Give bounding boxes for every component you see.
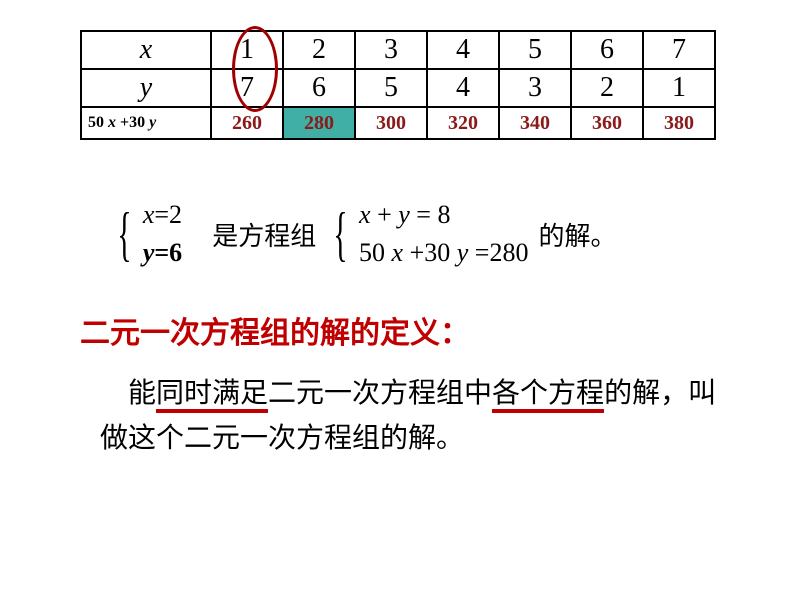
calc-cell-5: 360 bbox=[571, 107, 643, 139]
brace-icon: { bbox=[117, 210, 131, 258]
header-calc: 50 x +30 y bbox=[81, 107, 211, 139]
definition-body: 能同时满足二元一次方程组中各个方程的解，叫做这个二元一次方程组的解。 bbox=[100, 372, 724, 462]
row-x: x 1 2 3 4 5 6 7 bbox=[81, 31, 715, 69]
row-calc: 50 x +30 y 260 280 300 320 340 360 380 bbox=[81, 107, 715, 139]
values-table-wrapper: x 1 2 3 4 5 6 7 y 7 6 5 4 3 2 1 50 x +30… bbox=[80, 30, 724, 140]
middle-text: 是方程组 bbox=[212, 216, 316, 253]
x-cell-4: 5 bbox=[499, 31, 571, 69]
header-y: y bbox=[81, 69, 211, 107]
x-cell-1: 2 bbox=[283, 31, 355, 69]
y-cell-4: 3 bbox=[499, 69, 571, 107]
calc-cell-0: 260 bbox=[211, 107, 283, 139]
definition-title: 二元一次方程组的解的定义： bbox=[80, 308, 724, 352]
y-cell-6: 1 bbox=[643, 69, 715, 107]
x-cell-5: 6 bbox=[571, 31, 643, 69]
y-cell-2: 5 bbox=[355, 69, 427, 107]
equations-row: { x=2 y=6 是方程组 { x + y = 8 50 x +30 y =2… bbox=[110, 200, 724, 268]
y-cell-1: 6 bbox=[283, 69, 355, 107]
calc-cell-3: 320 bbox=[427, 107, 499, 139]
calc-cell-4: 340 bbox=[499, 107, 571, 139]
end-text: 的解。 bbox=[538, 216, 616, 253]
header-x: x bbox=[81, 31, 211, 69]
calc-cell-1: 280 bbox=[283, 107, 355, 139]
values-table: x 1 2 3 4 5 6 7 y 7 6 5 4 3 2 1 50 x +30… bbox=[80, 30, 716, 140]
x-cell-3: 4 bbox=[427, 31, 499, 69]
solution-x: x=2 bbox=[143, 200, 182, 230]
x-cell-6: 7 bbox=[643, 31, 715, 69]
def-part1: 能 bbox=[128, 378, 156, 409]
solution-y: y=6 bbox=[143, 238, 182, 268]
calc-cell-2: 300 bbox=[355, 107, 427, 139]
y-cell-3: 4 bbox=[427, 69, 499, 107]
y-cell-0: 7 bbox=[211, 69, 283, 107]
x-cell-2: 3 bbox=[355, 31, 427, 69]
def-underline1: 同时满足 bbox=[156, 378, 268, 409]
system-eq2: 50 x +30 y =280 bbox=[359, 238, 528, 268]
x-cell-0: 1 bbox=[211, 31, 283, 69]
system-eq1: x + y = 8 bbox=[359, 200, 528, 230]
y-cell-5: 2 bbox=[571, 69, 643, 107]
system-group: { x + y = 8 50 x +30 y =280 bbox=[326, 200, 528, 268]
solution-group: { x=2 y=6 bbox=[110, 200, 182, 268]
brace-icon: { bbox=[333, 210, 347, 258]
def-part2: 二元一次方程组中 bbox=[268, 378, 492, 409]
def-underline2: 各个方程 bbox=[492, 378, 604, 409]
row-y: y 7 6 5 4 3 2 1 bbox=[81, 69, 715, 107]
calc-cell-6: 380 bbox=[643, 107, 715, 139]
